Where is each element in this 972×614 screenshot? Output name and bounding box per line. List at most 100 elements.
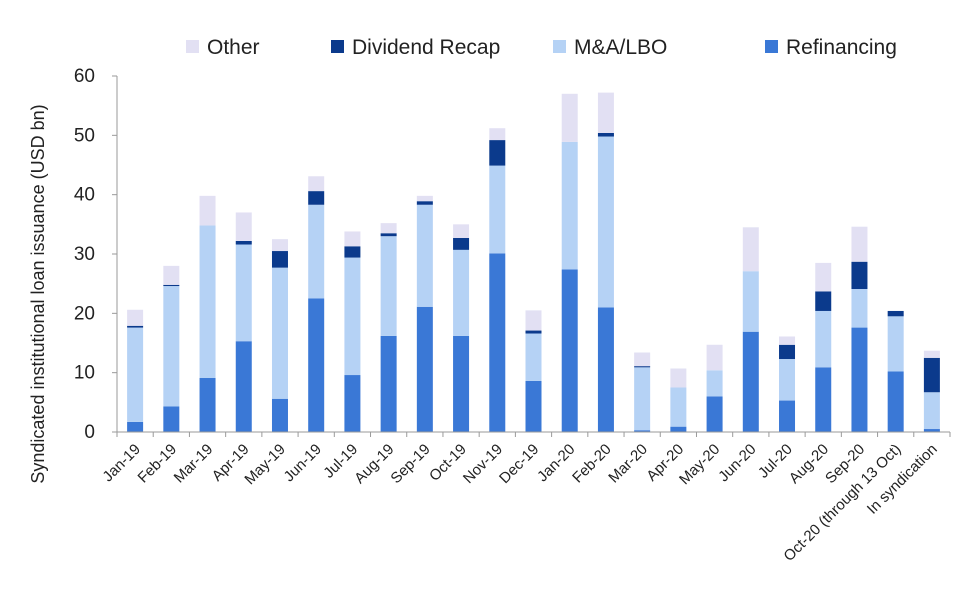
bar-segment-refinancing xyxy=(127,421,144,432)
bar-segment-other xyxy=(344,231,361,247)
bar-segment-other xyxy=(851,226,868,262)
bar-segment-other xyxy=(199,195,216,226)
x-tick-label: Mar-20 xyxy=(605,441,651,487)
bar-segment-other xyxy=(235,212,252,241)
bar-segment-refinancing xyxy=(163,406,180,432)
x-tick-label: Jan-20 xyxy=(534,441,578,485)
bar-segment-dividend-recap xyxy=(815,291,832,311)
bar-segment-other xyxy=(271,239,288,252)
bar-segment-other xyxy=(742,227,759,272)
bar-segment-refinancing xyxy=(561,269,578,432)
bar-segment-m-a-lbo xyxy=(127,327,144,422)
bar-segment-m-a-lbo xyxy=(344,257,361,376)
bar-segment-refinancing xyxy=(779,400,796,432)
x-tick-label: Aug-20 xyxy=(786,441,832,487)
y-tick-label: 20 xyxy=(74,303,95,324)
legend-label: M&A/LBO xyxy=(574,36,667,59)
bar-segment-dividend-recap xyxy=(453,237,470,250)
x-tick-label: May-20 xyxy=(676,441,723,488)
bar-segment-refinancing xyxy=(344,375,361,432)
bar-segment-m-a-lbo xyxy=(634,367,651,431)
x-tick-label: Mar-19 xyxy=(171,441,217,487)
bar-segment-m-a-lbo xyxy=(380,236,397,336)
bar-segment-dividend-recap xyxy=(923,357,940,393)
bar-segment-other xyxy=(597,92,614,133)
bar-segment-other xyxy=(163,265,180,285)
bar-segment-other xyxy=(815,262,832,292)
bar-segment-m-a-lbo xyxy=(742,271,759,332)
bar-segment-dividend-recap xyxy=(416,201,433,205)
bar-segment-dividend-recap xyxy=(525,330,542,334)
bar-segment-refinancing xyxy=(597,307,614,432)
legend-swatch xyxy=(331,40,344,53)
bar-segment-m-a-lbo xyxy=(779,359,796,401)
y-tick-label: 30 xyxy=(74,244,95,265)
bar-segment-dividend-recap xyxy=(851,261,868,290)
bar-segment-other xyxy=(923,350,940,358)
bar-segment-refinancing xyxy=(416,306,433,432)
bar-segment-m-a-lbo xyxy=(199,225,216,379)
bar-segment-dividend-recap xyxy=(489,140,506,166)
bar-segment-refinancing xyxy=(525,380,542,432)
bar-segment-refinancing xyxy=(634,430,651,432)
bar-segment-m-a-lbo xyxy=(525,333,542,381)
bars xyxy=(127,92,940,432)
bar-segment-m-a-lbo xyxy=(163,286,180,407)
bar-segment-m-a-lbo xyxy=(271,267,288,399)
bar-segment-m-a-lbo xyxy=(308,204,325,299)
bar-segment-m-a-lbo xyxy=(851,289,868,328)
bar-segment-other xyxy=(525,310,542,331)
bar-segment-m-a-lbo xyxy=(887,316,904,372)
bar-segment-dividend-recap xyxy=(344,246,361,258)
legend-swatch xyxy=(186,40,199,53)
legend-label: Dividend Recap xyxy=(352,36,500,59)
bar-segment-other xyxy=(489,128,506,141)
legend-item-dividend-recap: Dividend Recap xyxy=(331,36,500,59)
y-tick-label: 40 xyxy=(74,185,95,206)
bar-segment-other xyxy=(453,224,470,238)
bar-segment-m-a-lbo xyxy=(453,249,470,336)
bar-segment-refinancing xyxy=(271,398,288,432)
x-tick-label: Sep-19 xyxy=(387,441,433,487)
y-axis: 0 10 20 30 40 50 60 xyxy=(74,66,118,443)
bar-segment-refinancing xyxy=(199,378,216,432)
bar-segment-dividend-recap xyxy=(380,233,397,237)
x-tick-label: Feb-20 xyxy=(569,441,615,487)
bar-segment-other xyxy=(706,344,723,371)
bar-segment-m-a-lbo xyxy=(597,136,614,308)
bar-segment-m-a-lbo xyxy=(489,165,506,254)
bar-segment-refinancing xyxy=(815,367,832,432)
bar-segment-refinancing xyxy=(851,327,868,432)
bar-segment-dividend-recap xyxy=(163,284,180,287)
legend-label: Other xyxy=(207,36,260,59)
bar-segment-m-a-lbo xyxy=(235,244,252,342)
x-tick-label: May-19 xyxy=(241,441,288,488)
bar-segment-other xyxy=(308,176,325,192)
x-tick-label: Feb-19 xyxy=(135,441,181,487)
bar-segment-dividend-recap xyxy=(308,191,325,205)
bar-segment-refinancing xyxy=(923,429,940,432)
bar-segment-dividend-recap xyxy=(779,344,796,360)
legend-swatch xyxy=(553,40,566,53)
x-tick-label: Nov-19 xyxy=(460,441,506,487)
bar-segment-dividend-recap xyxy=(634,366,651,368)
bar-segment-other xyxy=(670,368,687,388)
bar-segment-refinancing xyxy=(453,335,470,432)
y-tick-label: 50 xyxy=(74,125,95,146)
x-tick-label: Jun-20 xyxy=(715,441,759,485)
bar-segment-dividend-recap xyxy=(127,325,144,328)
bar-segment-refinancing xyxy=(308,298,325,432)
bar-segment-refinancing xyxy=(380,335,397,432)
bar-segment-other xyxy=(416,195,433,202)
y-tick-label: 0 xyxy=(84,422,95,443)
bar-segment-other xyxy=(779,336,796,345)
legend: Other Dividend Recap M&A/LBO Refinancing xyxy=(186,36,897,59)
bar-segment-other xyxy=(634,352,651,367)
bar-segment-dividend-recap xyxy=(271,251,288,268)
bar-segment-refinancing xyxy=(670,426,687,432)
legend-item-m-a-lbo: M&A/LBO xyxy=(553,36,667,59)
bar-segment-other xyxy=(380,223,397,234)
bar-segment-m-a-lbo xyxy=(670,387,687,427)
bar-segment-dividend-recap xyxy=(597,132,614,137)
x-tick-label: Aug-19 xyxy=(351,441,397,487)
